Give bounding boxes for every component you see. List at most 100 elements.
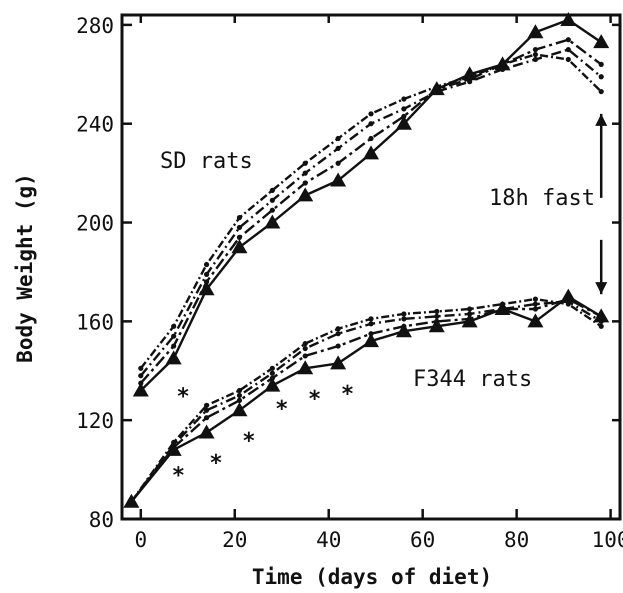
data-point-f344 bbox=[203, 402, 210, 408]
fast-label: 18h fast bbox=[489, 186, 595, 211]
data-point-sd bbox=[236, 214, 243, 221]
significance-marker: * bbox=[275, 397, 288, 422]
data-point-f344 bbox=[368, 321, 374, 327]
data-point-sd bbox=[231, 239, 248, 254]
series-line-sd-2 bbox=[139, 38, 602, 384]
series-line-f344-1 bbox=[130, 295, 602, 503]
data-point-sd bbox=[560, 11, 577, 26]
data-point-f344 bbox=[297, 360, 314, 375]
data-point-f344 bbox=[236, 392, 243, 399]
significance-marker: * bbox=[341, 382, 354, 407]
significance-marker: * bbox=[176, 384, 189, 409]
x-tick-label: 60 bbox=[410, 528, 435, 552]
data-point-f344 bbox=[302, 353, 308, 359]
data-point-f344 bbox=[171, 439, 177, 446]
data-point-f344 bbox=[401, 323, 407, 329]
data-point-sd bbox=[269, 207, 275, 213]
data-point-sd bbox=[527, 24, 544, 39]
data-point-f344 bbox=[401, 316, 407, 322]
data-point-sd bbox=[401, 113, 407, 119]
data-point-f344 bbox=[203, 407, 210, 413]
data-point-f344 bbox=[560, 288, 577, 303]
data-point-f344 bbox=[302, 340, 308, 347]
data-point-f344 bbox=[598, 313, 604, 320]
data-point-f344 bbox=[467, 306, 473, 312]
fast-arrow-up-head bbox=[595, 113, 608, 126]
y-tick-label: 120 bbox=[76, 409, 114, 433]
data-point-f344 bbox=[203, 415, 210, 421]
data-point-sd bbox=[302, 160, 308, 166]
data-point-f344 bbox=[532, 306, 539, 312]
data-point-sd bbox=[368, 121, 374, 127]
data-point-f344 bbox=[368, 316, 374, 322]
data-point-f344 bbox=[434, 318, 440, 324]
data-point-f344 bbox=[395, 323, 412, 338]
series-layer bbox=[130, 18, 603, 503]
data-point-sd bbox=[593, 34, 610, 49]
data-point-sd bbox=[565, 37, 571, 43]
data-point-sd bbox=[198, 281, 215, 296]
data-point-f344 bbox=[467, 311, 473, 317]
x-tick-label: 40 bbox=[316, 528, 341, 552]
significance-marker: * bbox=[209, 451, 222, 476]
data-point-f344 bbox=[467, 316, 473, 322]
tick-layer: 80 120 160 200 240 280 0 20 40 60 80 100 bbox=[76, 14, 623, 552]
data-point-sd bbox=[401, 96, 407, 102]
data-point-sd bbox=[297, 187, 314, 202]
data-point-sd bbox=[532, 56, 539, 63]
data-point-f344 bbox=[269, 370, 275, 376]
data-point-sd bbox=[335, 135, 341, 142]
y-tick-label: 80 bbox=[89, 508, 114, 532]
data-point-sd bbox=[368, 111, 374, 117]
series-line-f344-4 bbox=[130, 297, 602, 503]
data-point-sd bbox=[171, 323, 177, 329]
data-point-f344 bbox=[269, 365, 275, 371]
significance-marker: * bbox=[308, 387, 321, 412]
data-point-f344 bbox=[598, 323, 604, 329]
sd-group-label: SD rats bbox=[160, 149, 253, 174]
data-point-f344 bbox=[335, 326, 341, 332]
data-point-f344 bbox=[499, 301, 506, 307]
y-tick-label: 240 bbox=[76, 113, 114, 137]
data-point-sd bbox=[598, 88, 604, 95]
data-point-sd bbox=[269, 197, 275, 203]
plot-frame bbox=[120, 13, 622, 521]
data-point-f344 bbox=[236, 397, 243, 404]
data-point-sd bbox=[395, 115, 412, 130]
fast-arrow-down-head bbox=[595, 282, 608, 295]
data-point-sd bbox=[330, 172, 347, 187]
data-point-sd bbox=[203, 271, 210, 278]
data-point-sd bbox=[236, 234, 243, 240]
data-point-f344 bbox=[532, 301, 539, 307]
y-tick-label: 280 bbox=[76, 14, 114, 38]
x-tick-label: 20 bbox=[222, 528, 247, 552]
data-point-sd bbox=[335, 145, 341, 152]
data-point-sd bbox=[467, 74, 473, 80]
data-point-sd bbox=[302, 170, 308, 176]
data-point-sd bbox=[598, 74, 604, 80]
y-tick-label: 160 bbox=[76, 310, 114, 334]
data-point-sd bbox=[236, 224, 243, 231]
data-point-sd bbox=[363, 145, 379, 160]
data-point-f344 bbox=[236, 387, 243, 394]
x-tick-label: 80 bbox=[504, 528, 529, 552]
data-point-f344 bbox=[434, 313, 440, 320]
data-point-f344 bbox=[565, 301, 571, 307]
data-point-sd bbox=[598, 61, 604, 68]
significance-marker: * bbox=[172, 464, 185, 489]
data-point-sd bbox=[269, 187, 275, 194]
series-line-f344-2 bbox=[130, 297, 602, 503]
data-point-f344 bbox=[330, 355, 347, 370]
data-point-f344 bbox=[264, 377, 281, 392]
data-point-sd bbox=[132, 382, 149, 397]
data-point-sd bbox=[302, 180, 308, 186]
data-point-f344 bbox=[198, 424, 215, 439]
data-point-sd bbox=[434, 88, 440, 95]
data-point-sd bbox=[499, 61, 506, 68]
data-point-f344 bbox=[527, 313, 544, 328]
data-point-sd bbox=[203, 261, 210, 268]
significance-marker: * bbox=[242, 429, 255, 454]
y-tick-label: 200 bbox=[76, 212, 114, 236]
data-point-f344 bbox=[269, 375, 275, 381]
annotation-layer: * * * * * * * bbox=[172, 113, 608, 489]
